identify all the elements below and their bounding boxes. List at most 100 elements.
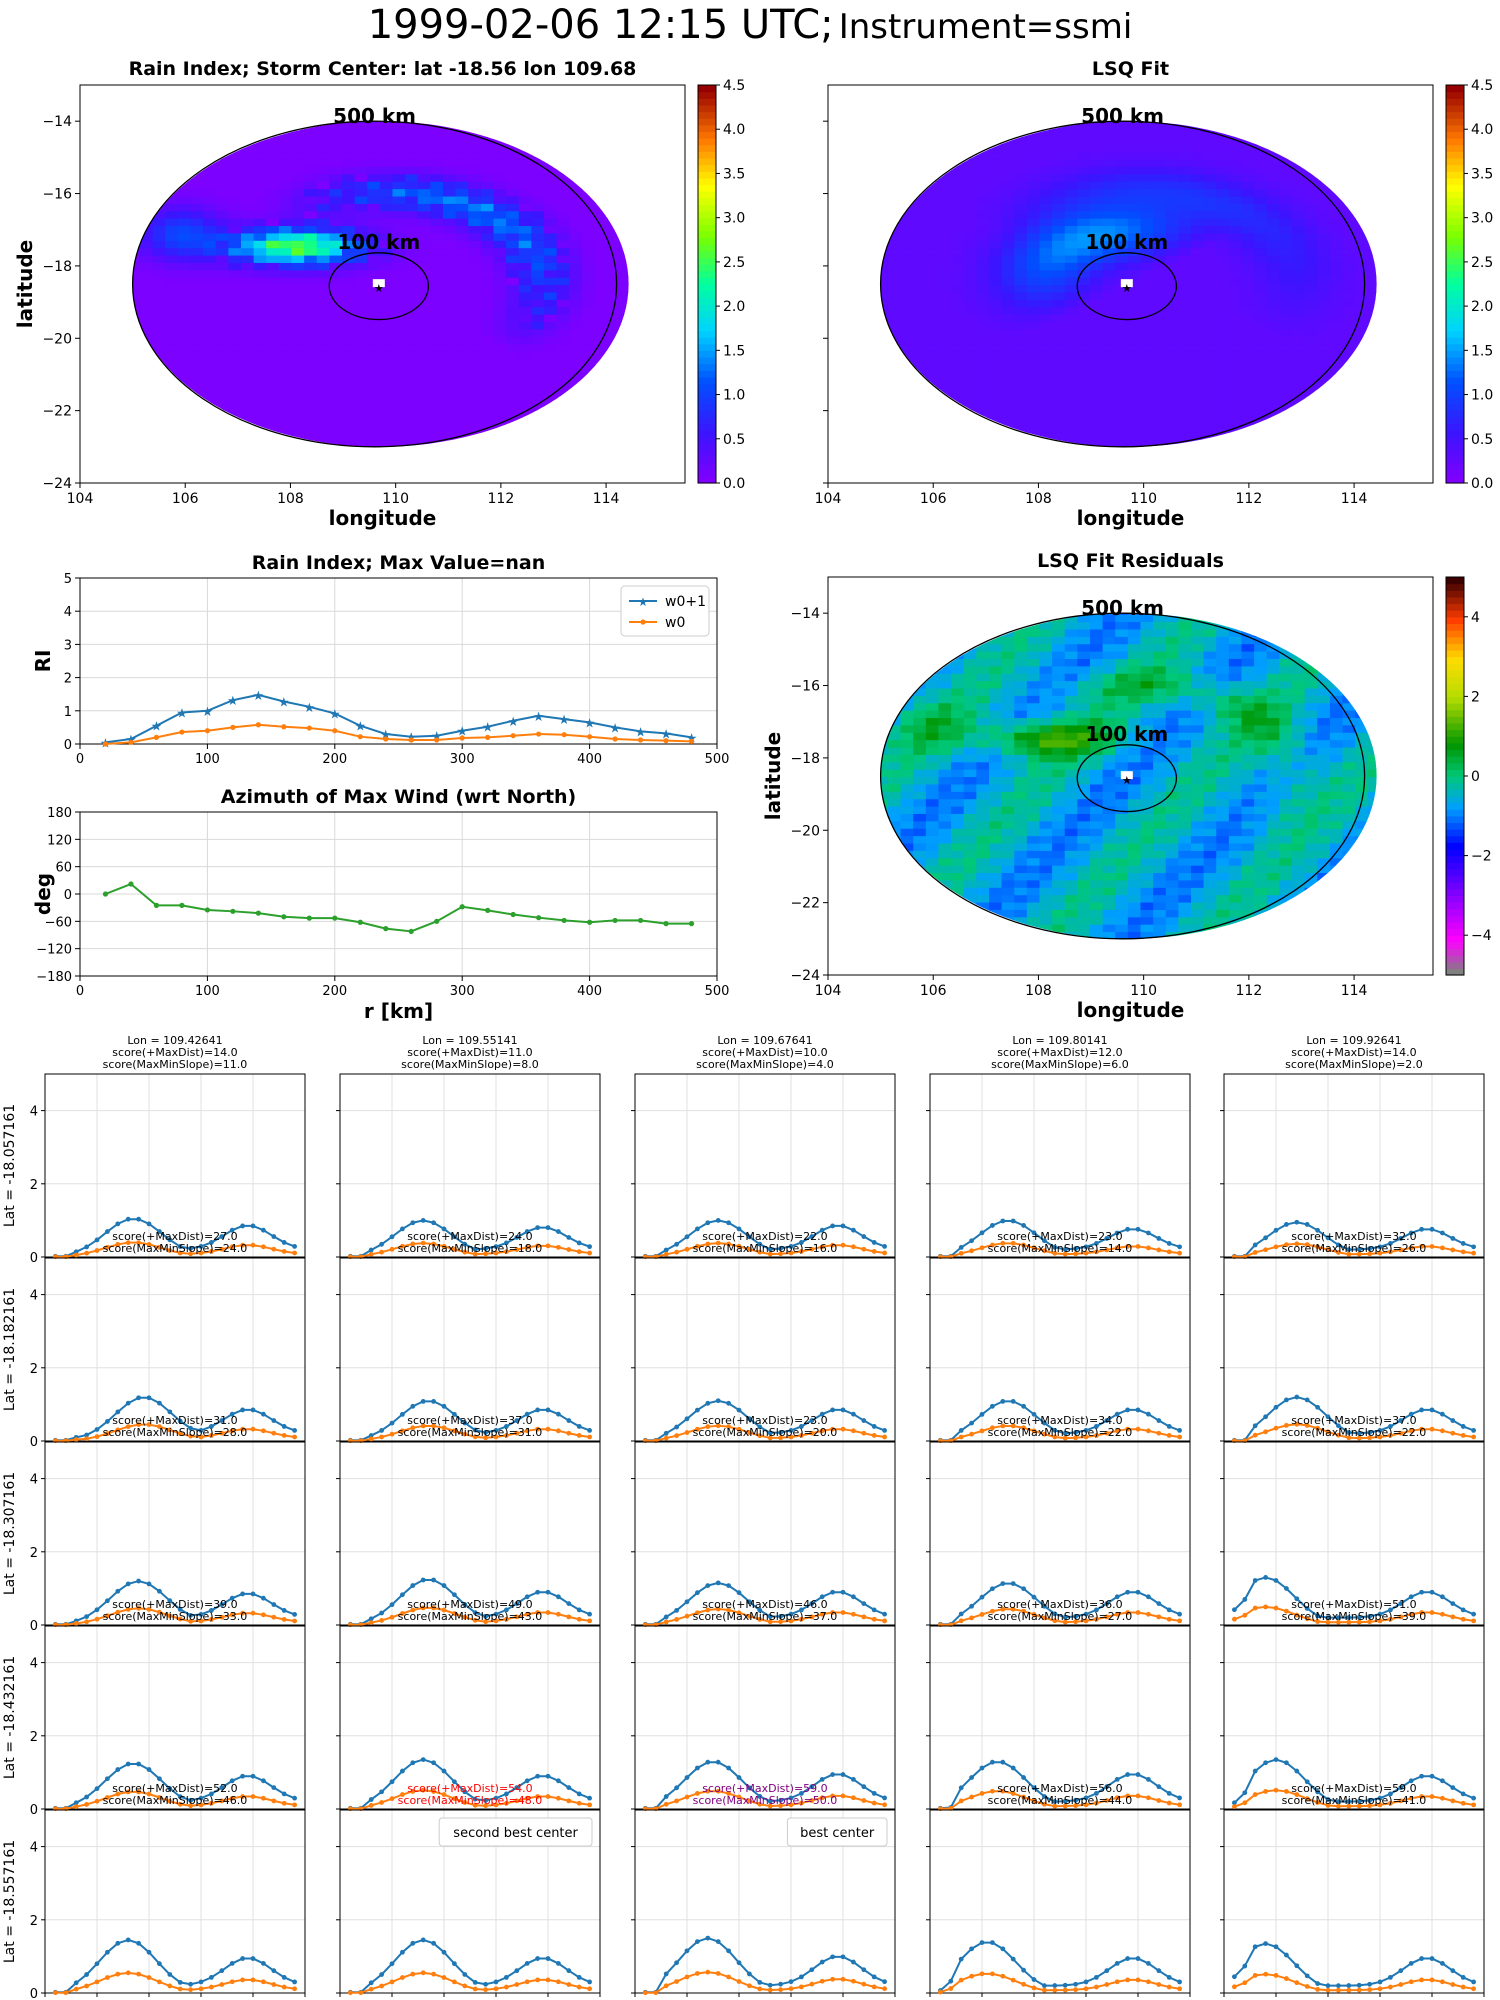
- map-cell: [619, 232, 629, 241]
- map-cell: [430, 129, 444, 138]
- map-cell: [1014, 439, 1028, 447]
- map-cell: [1089, 850, 1104, 859]
- map-cell: [1026, 887, 1041, 896]
- colorbar-band: [698, 436, 716, 444]
- map-cell: [455, 321, 470, 330]
- map-cell: [887, 313, 902, 322]
- colorbar-band: [1446, 443, 1464, 451]
- map-cell: [1342, 291, 1356, 300]
- map-cell: [1064, 783, 1079, 792]
- map-cell: [455, 395, 470, 404]
- map-cell: [1140, 269, 1154, 278]
- map-cell: [152, 254, 167, 263]
- map-cell: [392, 195, 406, 204]
- map-cell: [405, 424, 419, 433]
- map-cell: [253, 129, 268, 138]
- map-cell: [938, 732, 952, 741]
- map-cell: [132, 306, 141, 315]
- map-cell: [455, 129, 470, 138]
- map-cell: [215, 321, 230, 330]
- map-cell: [556, 121, 571, 131]
- map-cell: [177, 306, 192, 315]
- map-cell: [1140, 372, 1154, 382]
- map-cell: [963, 188, 978, 197]
- map-cell: [900, 431, 915, 441]
- map-cell: [988, 195, 1003, 204]
- map-cell: [392, 158, 406, 167]
- colorbar-band: [1446, 138, 1464, 146]
- map-cell: [887, 909, 902, 918]
- map-cell: [253, 350, 268, 359]
- map-cell: [963, 180, 978, 190]
- map-cell: [291, 136, 305, 145]
- map-cell: [1203, 166, 1218, 175]
- map-cell: [938, 431, 952, 441]
- map-cell: [1329, 144, 1344, 153]
- map-cell: [139, 306, 154, 315]
- map-cell: [518, 409, 533, 418]
- map-cell: [594, 121, 608, 131]
- map-cell: [430, 188, 444, 197]
- map-cell: [1165, 291, 1180, 300]
- map-cell: [1026, 276, 1041, 286]
- map-cell: [880, 931, 889, 939]
- map-cell: [887, 872, 902, 881]
- map-cell: [379, 372, 394, 382]
- map-cell: [1304, 372, 1319, 382]
- map-cell: [880, 776, 889, 785]
- map-cell: [913, 431, 927, 441]
- map-cell: [493, 262, 507, 271]
- map-cell: [976, 180, 990, 190]
- map-cell: [632, 292, 645, 300]
- map-cell: [1228, 232, 1243, 241]
- map-cell: [1191, 343, 1205, 352]
- map-cell: [1153, 173, 1167, 182]
- map-cell: [278, 291, 293, 300]
- figure-title-main: 1999-02-06 12:15 UTC;: [367, 2, 834, 48]
- map-cell: [976, 857, 990, 866]
- map-cell: [139, 262, 154, 271]
- map-cell: [405, 321, 419, 330]
- map-cell: [1001, 262, 1016, 271]
- map-cell: [619, 409, 629, 418]
- map-cell: [1367, 151, 1377, 160]
- map-cell: [1266, 284, 1281, 293]
- map-cell: [1052, 195, 1066, 204]
- map-cell: [203, 343, 217, 352]
- map-cell: [1052, 335, 1066, 345]
- map-cell: [963, 628, 978, 637]
- map-cell: [963, 761, 978, 770]
- map-cell: [1052, 284, 1066, 293]
- map-cell: [379, 121, 394, 131]
- map-cell: [1115, 158, 1129, 167]
- map-cell: [405, 431, 419, 441]
- map-cell: [1001, 754, 1016, 763]
- map-cell: [165, 203, 179, 212]
- map-cell: [1001, 158, 1016, 167]
- map-cell: [938, 151, 952, 160]
- map-cell: [619, 365, 629, 374]
- map-cell: [1329, 262, 1344, 271]
- map-cell: [887, 680, 902, 689]
- map-cell: [1115, 446, 1129, 447]
- map-cell: [417, 446, 432, 447]
- colorbar-band: [698, 184, 716, 192]
- map-cell: [379, 446, 394, 447]
- map-cell: [341, 409, 356, 418]
- map-cell: [329, 225, 343, 234]
- map-cell: [925, 887, 940, 896]
- colorbar-band: [698, 376, 716, 385]
- map-cell: [544, 358, 558, 367]
- map-cell: [1001, 225, 1016, 234]
- map-cell: [1077, 761, 1091, 770]
- map-cell: [1064, 299, 1079, 308]
- map-cell: [976, 791, 990, 800]
- map-cell: [1228, 129, 1243, 138]
- map-cell: [1279, 321, 1293, 330]
- map-cells: [880, 121, 1377, 447]
- map-cell: [1178, 121, 1192, 123]
- map-cell: [1077, 180, 1091, 190]
- map-cell: [1216, 269, 1230, 278]
- map-cell: [925, 761, 940, 770]
- map-cell: [963, 395, 978, 404]
